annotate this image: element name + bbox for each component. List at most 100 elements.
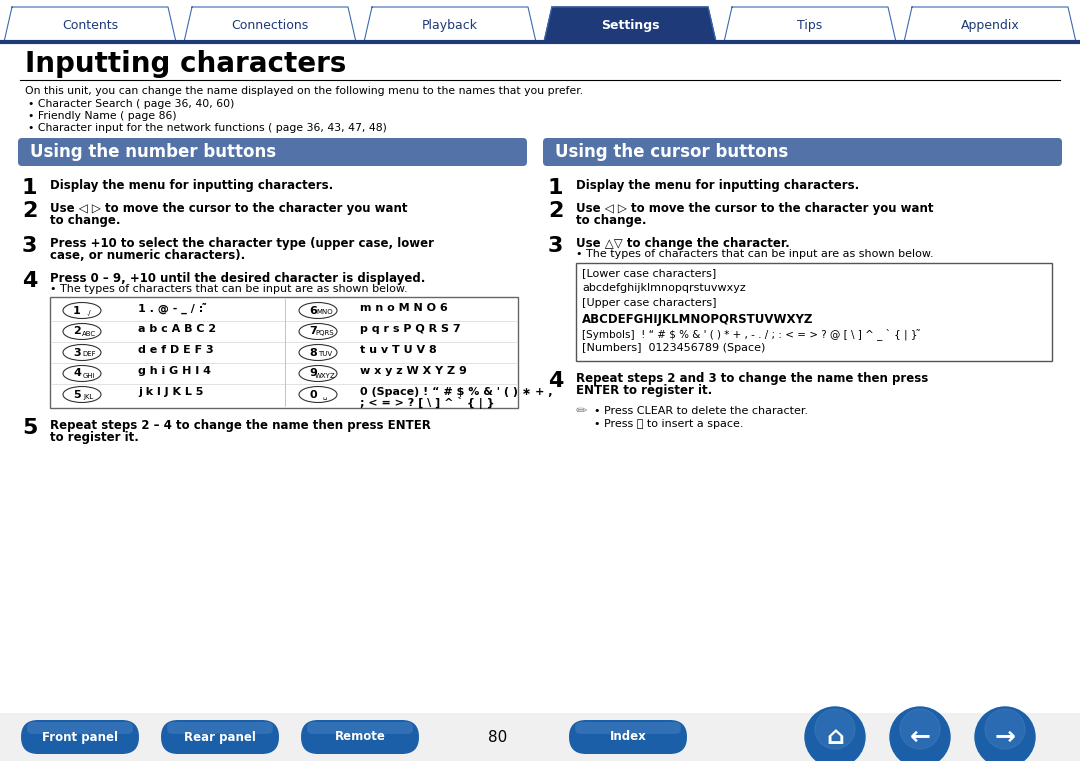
Text: Repeat steps 2 – 4 to change the name then press ENTER: Repeat steps 2 – 4 to change the name th…	[50, 419, 431, 432]
Text: 4: 4	[548, 371, 564, 391]
Text: Playback: Playback	[422, 19, 478, 32]
Text: WXYZ: WXYZ	[314, 372, 336, 378]
Text: ENTER to register it.: ENTER to register it.	[576, 384, 712, 397]
Text: 0 (Space) ! “ # $ % & ' ( ) ∗ + ,: 0 (Space) ! “ # $ % & ' ( ) ∗ + ,	[360, 387, 553, 397]
Text: [Upper case characters]: [Upper case characters]	[582, 298, 716, 308]
Circle shape	[900, 709, 940, 749]
Text: case, or numeric characters).: case, or numeric characters).	[50, 249, 245, 262]
Ellipse shape	[299, 365, 337, 381]
FancyBboxPatch shape	[161, 720, 279, 754]
Ellipse shape	[299, 345, 337, 361]
Text: 1: 1	[22, 178, 38, 198]
Text: 5: 5	[22, 418, 38, 438]
Polygon shape	[724, 7, 896, 42]
Polygon shape	[184, 7, 356, 42]
Text: • Friendly Name ( page 86): • Friendly Name ( page 86)	[28, 111, 177, 121]
Text: Repeat steps 2 and 3 to change the name then press: Repeat steps 2 and 3 to change the name …	[576, 372, 928, 385]
Text: MNO: MNO	[316, 310, 334, 316]
Text: [Numbers]  0123456789 (Space): [Numbers] 0123456789 (Space)	[582, 343, 766, 353]
Text: ␣: ␣	[323, 393, 327, 400]
Text: 3: 3	[73, 348, 81, 358]
Text: Press +10 to select the character type (upper case, lower: Press +10 to select the character type (…	[50, 237, 434, 250]
Text: j k l J K L 5: j k l J K L 5	[138, 387, 203, 397]
Text: 3: 3	[548, 236, 564, 256]
Text: ABCDEFGHIJKLMNOPQRSTUVWXYZ: ABCDEFGHIJKLMNOPQRSTUVWXYZ	[582, 313, 813, 326]
Text: Connections: Connections	[231, 19, 309, 32]
FancyBboxPatch shape	[167, 722, 273, 734]
Text: 9: 9	[309, 368, 316, 378]
Text: ; < = > ? [ \ ] ^ ` { | }: ; < = > ? [ \ ] ^ ` { | }	[360, 397, 495, 409]
Circle shape	[890, 707, 950, 761]
Text: to change.: to change.	[50, 214, 121, 227]
Polygon shape	[4, 7, 176, 42]
Text: ABC: ABC	[82, 330, 96, 336]
Text: 1: 1	[73, 305, 81, 316]
Text: • The types of characters that can be input are as shown below.: • The types of characters that can be in…	[576, 249, 933, 259]
FancyBboxPatch shape	[50, 297, 518, 408]
Text: w x y z W X Y Z 9: w x y z W X Y Z 9	[360, 366, 467, 376]
Ellipse shape	[299, 323, 337, 339]
Text: Use △▽ to change the character.: Use △▽ to change the character.	[576, 237, 789, 250]
Text: →: →	[995, 725, 1015, 749]
FancyBboxPatch shape	[21, 720, 139, 754]
Circle shape	[815, 709, 855, 749]
Text: p q r s P Q R S 7: p q r s P Q R S 7	[360, 324, 461, 334]
Text: 3: 3	[22, 236, 38, 256]
FancyBboxPatch shape	[576, 263, 1052, 361]
Polygon shape	[364, 7, 536, 42]
Text: 6: 6	[309, 305, 316, 316]
Text: Remote: Remote	[335, 731, 386, 743]
Text: Contents: Contents	[62, 19, 118, 32]
Text: ✏: ✏	[576, 404, 588, 418]
Text: Using the cursor buttons: Using the cursor buttons	[555, 143, 788, 161]
Text: PQRS: PQRS	[315, 330, 335, 336]
Text: 1 . @ - _ / : ̃: 1 . @ - _ / : ̃	[138, 303, 207, 314]
Text: a b c A B C 2: a b c A B C 2	[138, 324, 216, 334]
Text: Index: Index	[609, 731, 646, 743]
Text: to register it.: to register it.	[50, 431, 139, 444]
Text: 4: 4	[22, 271, 38, 291]
Text: 4: 4	[73, 368, 81, 378]
Text: • Character input for the network functions ( page 36, 43, 47, 48): • Character input for the network functi…	[28, 123, 387, 133]
Text: m n o M N O 6: m n o M N O 6	[360, 303, 448, 313]
Ellipse shape	[299, 303, 337, 319]
Text: ⌂: ⌂	[826, 725, 843, 749]
Text: ./: ./	[86, 310, 92, 316]
Text: g h i G H I 4: g h i G H I 4	[138, 366, 211, 376]
Text: 2: 2	[548, 201, 564, 221]
Ellipse shape	[63, 303, 102, 319]
Text: 5: 5	[73, 390, 81, 400]
Ellipse shape	[63, 345, 102, 361]
Text: 2: 2	[22, 201, 38, 221]
Text: • Character Search ( page 36, 40, 60): • Character Search ( page 36, 40, 60)	[28, 99, 234, 109]
Text: JKL: JKL	[84, 393, 94, 400]
Text: Use ◁ ▷ to move the cursor to the character you want: Use ◁ ▷ to move the cursor to the charac…	[50, 202, 407, 215]
FancyBboxPatch shape	[18, 138, 527, 166]
Text: Use ◁ ▷ to move the cursor to the character you want: Use ◁ ▷ to move the cursor to the charac…	[576, 202, 933, 215]
Ellipse shape	[299, 387, 337, 403]
Text: ←: ←	[909, 725, 931, 749]
Ellipse shape	[63, 387, 102, 403]
Text: 8: 8	[309, 348, 316, 358]
Text: Display the menu for inputting characters.: Display the menu for inputting character…	[50, 179, 334, 192]
Circle shape	[975, 707, 1035, 761]
Text: TUV: TUV	[318, 352, 332, 358]
Text: Appendix: Appendix	[960, 19, 1020, 32]
Text: d e f D E F 3: d e f D E F 3	[138, 345, 214, 355]
Text: • Press CLEAR to delete the character.: • Press CLEAR to delete the character.	[594, 406, 808, 416]
Text: On this unit, you can change the name displayed on the following menu to the nam: On this unit, you can change the name di…	[25, 86, 583, 96]
Text: Press 0 – 9, +10 until the desired character is displayed.: Press 0 – 9, +10 until the desired chara…	[50, 272, 426, 285]
Text: Settings: Settings	[600, 19, 659, 32]
Text: abcdefghijklmnopqrstuvwxyz: abcdefghijklmnopqrstuvwxyz	[582, 283, 746, 293]
Text: [Lower case characters]: [Lower case characters]	[582, 268, 716, 278]
FancyBboxPatch shape	[543, 138, 1062, 166]
Ellipse shape	[63, 365, 102, 381]
Circle shape	[805, 707, 865, 761]
Text: Inputting characters: Inputting characters	[25, 50, 347, 78]
Text: 0: 0	[309, 390, 316, 400]
Ellipse shape	[63, 323, 102, 339]
Text: Front panel: Front panel	[42, 731, 118, 743]
FancyBboxPatch shape	[307, 722, 413, 734]
Text: t u v T U V 8: t u v T U V 8	[360, 345, 436, 355]
Text: 80: 80	[488, 730, 508, 744]
